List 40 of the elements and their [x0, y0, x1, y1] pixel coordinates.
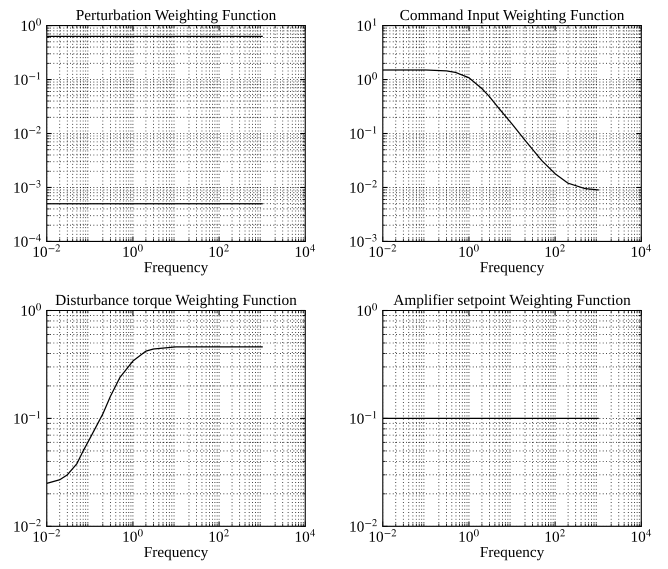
y-tick-label: 10$^{−3}$: [14, 180, 40, 193]
chart-title: Command Input Weighting Function: [400, 9, 624, 24]
x-tick-label: 10$^{0}$: [123, 244, 143, 257]
x-tick-label: 10$^{2}$: [546, 244, 565, 257]
x-tick-label: 10$^{0}$: [460, 529, 479, 542]
x-axis-title: Frequency: [144, 546, 208, 560]
x-tick-label: 10$^{0}$: [123, 529, 143, 542]
chart-title: Perturbation Weighting Function: [76, 9, 276, 24]
x-tick-label: 10$^{2}$: [210, 529, 229, 542]
y-tick-label: 10$^{−2}$: [14, 518, 41, 532]
y-tick-label: 10$^{0}$: [22, 18, 41, 31]
chart-title: Amplifier setpoint Weighting Function: [393, 294, 631, 308]
y-tick-label: 10$^{−1}$: [14, 411, 40, 424]
x-tick-label: 10$^{4}$: [296, 244, 316, 257]
y-tick-label: 10$^{−3}$: [350, 234, 377, 247]
y-tick-label: 10$^{1}$: [358, 18, 376, 31]
x-tick-label: 10$^{4}$: [632, 529, 652, 542]
x-tick-label: 10$^{−2}$: [34, 244, 60, 257]
x-axis-title: Frequency: [144, 262, 208, 276]
y-tick-label: 10$^{0}$: [358, 72, 377, 85]
y-tick-label: 10$^{0}$: [358, 303, 377, 316]
y-tick-label: 10$^{−2}$: [14, 126, 41, 139]
y-tick-label: 10$^{−1}$: [14, 72, 40, 85]
y-tick-label: 10$^{0}$: [22, 303, 41, 316]
x-axis-title: Frequency: [480, 546, 544, 560]
x-tick-label: 10$^{4}$: [632, 244, 652, 257]
y-tick-label: 10$^{−4}$: [14, 234, 41, 247]
x-tick-label: 10$^{4}$: [296, 529, 316, 542]
chart-title: Disturbance torque Weighting Function: [56, 294, 297, 308]
x-tick-label: 10$^{−2}$: [34, 529, 60, 542]
y-tick-label: 10$^{−1}$: [350, 411, 376, 424]
x-tick-label: 10$^{0}$: [460, 244, 479, 257]
x-tick-label: 10$^{2}$: [546, 529, 565, 542]
x-tick-label: 10$^{−2}$: [370, 529, 396, 542]
y-tick-label: 10$^{−2}$: [350, 180, 377, 193]
x-tick-label: 10$^{−2}$: [370, 244, 396, 257]
y-tick-label: 10$^{−1}$: [350, 126, 376, 139]
x-tick-label: 10$^{2}$: [210, 244, 229, 257]
x-axis-title: Frequency: [480, 262, 544, 276]
y-tick-label: 10$^{−2}$: [350, 518, 377, 532]
